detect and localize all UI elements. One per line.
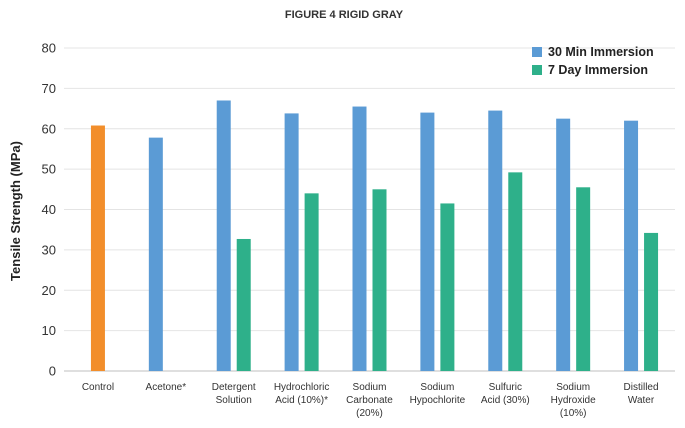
x-tick-label-line: Sodium: [556, 382, 590, 393]
legend-label: 7 Day Immersion: [548, 63, 648, 77]
x-tick-label: Detergent Solution: [212, 382, 256, 406]
x-tick-label-line: Hydroxide: [551, 395, 596, 406]
x-tick-label: Sodium Carbonate (20%): [346, 382, 393, 419]
x-tick-label-line: Hypochlorite: [410, 395, 466, 406]
bar-7-day-immersion: [304, 193, 319, 371]
x-tick-label-line: Solution: [216, 395, 252, 406]
y-tick-label: 40: [42, 202, 56, 217]
x-tick-label: Sodium Hypochlorite: [410, 382, 466, 406]
x-tick-label-line: Detergent: [212, 382, 256, 393]
legend-label: 30 Min Immersion: [548, 45, 654, 59]
x-tick-label-line: Sodium: [420, 382, 454, 393]
bar-layer: [90, 100, 659, 372]
y-tick-label: 70: [42, 81, 56, 96]
x-tick-label: Sodium Hydroxide (10%): [551, 382, 596, 419]
x-tick-label: Acetone*: [146, 382, 187, 393]
bar-30-min-immersion: [284, 113, 299, 371]
y-tick-label: 60: [42, 121, 56, 136]
bar-30-min-immersion: [420, 112, 435, 371]
bar-30-min-immersion: [148, 137, 163, 371]
x-tick-label: Control: [82, 382, 114, 393]
bar-7-day-immersion: [440, 203, 455, 371]
bar-30-min-immersion: [488, 110, 503, 372]
x-tick-layer: Control Acetone* Detergent Solution Hydrochl…: [82, 382, 659, 419]
legend: 30 Min Immersion 7 Day Immersion: [532, 45, 654, 77]
x-tick-label-line: Control: [82, 382, 114, 393]
bar-30-min-immersion: [352, 106, 367, 371]
x-tick-label: Sulfuric Acid (30%): [481, 382, 530, 406]
x-tick-label-line: Distilled: [624, 382, 659, 393]
legend-swatch: [532, 65, 542, 75]
bar-30-min-immersion: [216, 100, 231, 372]
x-tick-label-line: Acetone*: [146, 382, 187, 393]
bar-7-day-immersion: [372, 189, 387, 371]
bar-control: [90, 125, 105, 372]
x-tick-label: Hydrochloric Acid (10%)*: [274, 382, 330, 406]
x-tick-label-line: (20%): [356, 408, 383, 419]
x-tick-label-line: Acid (10%)*: [275, 395, 328, 406]
x-tick-label-line: (10%): [560, 408, 587, 419]
y-tick-label: 20: [42, 283, 56, 298]
x-tick-label-line: Sulfuric: [489, 382, 522, 393]
bar-7-day-immersion: [508, 172, 523, 371]
chart-title: FIGURE 4 RIGID GRAY: [285, 9, 404, 21]
y-tick-label: 0: [49, 364, 56, 379]
legend-swatch: [532, 47, 542, 57]
y-tick-label: 80: [42, 41, 56, 56]
bar-30-min-immersion: [624, 120, 639, 371]
grid-layer: 0 10 20 30 40 50 60 70 80: [42, 41, 675, 379]
x-tick-label-line: Carbonate: [346, 395, 393, 406]
y-tick-label: 50: [42, 162, 56, 177]
x-tick-label-line: Water: [628, 395, 655, 406]
bar-7-day-immersion: [644, 232, 659, 371]
x-tick-label-line: Sodium: [353, 382, 387, 393]
x-tick-label: Distilled Water: [624, 382, 659, 406]
bar-7-day-immersion: [576, 187, 591, 371]
bar-7-day-immersion: [236, 238, 251, 371]
y-tick-label: 10: [42, 323, 56, 338]
x-tick-label-line: Acid (30%): [481, 395, 530, 406]
x-tick-label-line: Hydrochloric: [274, 382, 330, 393]
y-tick-label: 30: [42, 242, 56, 257]
y-axis-label: Tensile Strength (MPa): [8, 141, 23, 281]
bar-30-min-immersion: [556, 118, 571, 371]
